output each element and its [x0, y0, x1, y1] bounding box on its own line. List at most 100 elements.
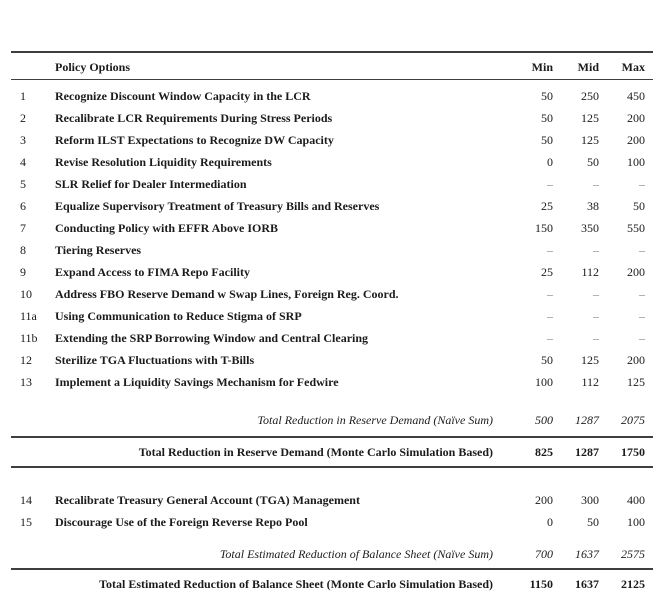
- policy-option-label: Implement a Liquidity Savings Mechanism …: [55, 375, 339, 389]
- col-header-min: Min: [531, 60, 553, 74]
- col-header-mid: Mid: [577, 60, 599, 74]
- min-value: 825: [535, 445, 553, 459]
- monte-carlo-balance-sheet-row: Total Estimated Reduction of Balance She…: [11, 570, 653, 592]
- row-number: 15: [20, 515, 32, 529]
- policy-option-label: Equalize Supervisory Treatment of Treasu…: [55, 199, 380, 213]
- col-header-max: Max: [621, 60, 645, 74]
- policy-option-label: Recalibrate Treasury General Account (TG…: [55, 493, 360, 507]
- max-value: 2125: [621, 577, 645, 591]
- policy-options-table: Policy Options Min Mid Max 1 Recognize D…: [11, 51, 653, 592]
- table-row: 7 Conducting Policy with EFFR Above IORB…: [11, 217, 653, 239]
- min-value: 50: [541, 89, 553, 103]
- section-balance-sheet: 14 Recalibrate Treasury General Account …: [11, 489, 653, 533]
- row-number: 3: [20, 133, 26, 147]
- mid-value: –: [593, 177, 599, 191]
- monte-carlo-reserve-demand-row: Total Reduction in Reserve Demand (Monte…: [11, 438, 653, 466]
- policy-option-label: SLR Relief for Dealer Intermediation: [55, 177, 247, 191]
- mid-rule: [11, 436, 653, 438]
- mid-value: 38: [587, 199, 599, 213]
- mid-value: 350: [581, 221, 599, 235]
- mid-value: 250: [581, 89, 599, 103]
- mid-value: 50: [587, 515, 599, 529]
- min-value: 500: [535, 413, 553, 427]
- spacer: [11, 393, 653, 409]
- max-value: 400: [627, 493, 645, 507]
- min-value: 0: [547, 155, 553, 169]
- naive-sum-reserve-demand-row: Total Reduction in Reserve Demand (Naïve…: [11, 409, 653, 431]
- naive-sum-balance-sheet-row: Total Estimated Reduction of Balance She…: [11, 543, 653, 565]
- table-row: 1 Recognize Discount Window Capacity in …: [11, 85, 653, 107]
- min-value: –: [547, 243, 553, 257]
- policy-option-label: Extending the SRP Borrowing Window and C…: [55, 331, 369, 345]
- naive-sum-label: Total Estimated Reduction of Balance She…: [219, 547, 493, 561]
- table-row: 12 Sterilize TGA Fluctuations with T-Bil…: [11, 349, 653, 371]
- row-number: 8: [20, 243, 26, 257]
- table-row: 15 Discourage Use of the Foreign Reverse…: [11, 511, 653, 533]
- table-row: 8 Tiering Reserves – – –: [11, 239, 653, 261]
- min-value: 25: [541, 199, 553, 213]
- policy-option-label: Recognize Discount Window Capacity in th…: [55, 89, 311, 103]
- max-value: 200: [627, 111, 645, 125]
- spacer: [11, 533, 653, 543]
- min-value: 100: [535, 375, 553, 389]
- mid-value: 125: [581, 353, 599, 367]
- min-value: 25: [541, 265, 553, 279]
- table-row: 14 Recalibrate Treasury General Account …: [11, 489, 653, 511]
- max-value: 100: [627, 515, 645, 529]
- min-value: 150: [535, 221, 553, 235]
- header-num-col: [11, 53, 55, 79]
- row-number: 7: [20, 221, 26, 235]
- mid-value: –: [593, 243, 599, 257]
- row-number: 13: [20, 375, 32, 389]
- min-value: 50: [541, 353, 553, 367]
- mid-value: 1637: [575, 547, 599, 561]
- table-header-row: Policy Options Min Mid Max: [11, 53, 653, 79]
- policy-option-label: Conducting Policy with EFFR Above IORB: [55, 221, 279, 235]
- min-value: –: [547, 331, 553, 345]
- min-value: –: [547, 309, 553, 323]
- min-value: 700: [535, 547, 553, 561]
- max-value: 200: [627, 265, 645, 279]
- table-row: 11b Extending the SRP Borrowing Window a…: [11, 327, 653, 349]
- row-number: 4: [20, 155, 26, 169]
- monte-carlo-total-label: Total Reduction in Reserve Demand (Monte…: [138, 445, 493, 459]
- policy-option-label: Using Communication to Reduce Stigma of …: [55, 309, 302, 323]
- mid-value: 112: [581, 375, 599, 389]
- row-number: 6: [20, 199, 26, 213]
- policy-option-label: Tiering Reserves: [55, 243, 142, 257]
- row-number: 11b: [20, 331, 38, 345]
- mid-value: 112: [581, 265, 599, 279]
- max-value: –: [639, 331, 645, 345]
- min-value: 0: [547, 515, 553, 529]
- row-number: 12: [20, 353, 32, 367]
- table-row: 5 SLR Relief for Dealer Intermediation –…: [11, 173, 653, 195]
- policy-option-label: Discourage Use of the Foreign Reverse Re…: [55, 515, 308, 529]
- spacer: [11, 468, 653, 489]
- row-number: 2: [20, 111, 26, 125]
- max-value: 2075: [621, 413, 645, 427]
- max-value: –: [639, 243, 645, 257]
- table-row: 6 Equalize Supervisory Treatment of Trea…: [11, 195, 653, 217]
- max-value: 50: [633, 199, 645, 213]
- max-value: 200: [627, 133, 645, 147]
- mid-value: 50: [587, 155, 599, 169]
- min-value: –: [547, 287, 553, 301]
- row-number: 14: [20, 493, 32, 507]
- table-row: 3 Reform ILST Expectations to Recognize …: [11, 129, 653, 151]
- mid-value: –: [593, 331, 599, 345]
- min-value: 1150: [529, 577, 553, 591]
- max-value: 200: [627, 353, 645, 367]
- header-rule: [11, 79, 653, 80]
- mid-value: 125: [581, 133, 599, 147]
- mid-value: –: [593, 287, 599, 301]
- mid-value: 1287: [575, 445, 599, 459]
- min-value: 200: [535, 493, 553, 507]
- mid-value: 1287: [575, 413, 599, 427]
- max-value: 1750: [621, 445, 645, 459]
- max-value: –: [639, 177, 645, 191]
- row-number: 10: [20, 287, 32, 301]
- max-value: 550: [627, 221, 645, 235]
- mid-rule: [11, 466, 653, 468]
- row-number: 1: [20, 89, 26, 103]
